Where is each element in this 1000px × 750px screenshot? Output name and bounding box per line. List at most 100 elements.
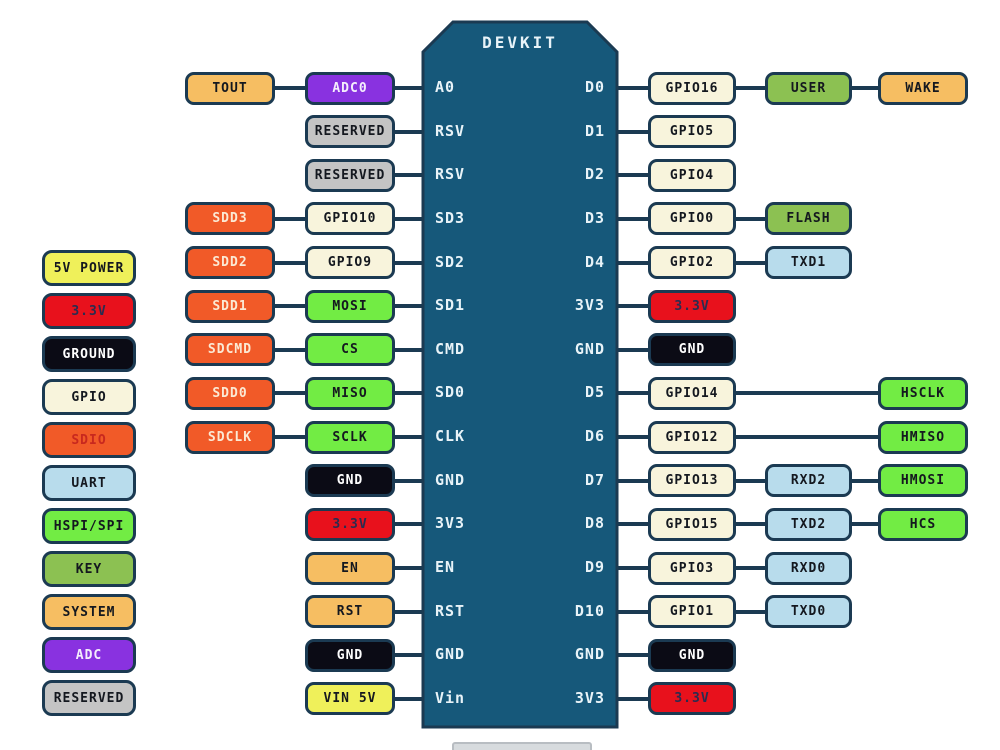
pin-box-rxd2: RXD2 <box>765 464 852 498</box>
pin-box-txd2: TXD2 <box>765 507 852 541</box>
connector-line <box>273 391 307 396</box>
pin-box-gpio5-label: GPIO5 <box>669 124 715 140</box>
pin-box-flash: FLASH <box>765 202 852 236</box>
connector-line <box>393 478 425 483</box>
board-pin-gnd-left: GND <box>435 470 466 489</box>
pin-box-gpio4: GPIO4 <box>648 158 736 192</box>
pin-box-wake: WAKE <box>878 71 968 105</box>
connector-line <box>393 522 425 527</box>
pin-box-gpio14: GPIO14 <box>648 376 736 410</box>
legend-item-hspi-spi-label: HSPI/SPI <box>53 518 125 534</box>
pin-box-hsclk-label: HSCLK <box>900 385 946 401</box>
connector-line <box>393 696 425 701</box>
pin-box-sdclk-label: SDCLK <box>207 429 253 445</box>
connector-line <box>734 86 767 90</box>
legend-item-ground-label: GROUND <box>62 346 116 362</box>
pin-box-gpio10: GPIO10 <box>305 202 395 236</box>
connector-line <box>615 391 650 396</box>
pin-box-gpio15: GPIO15 <box>648 507 736 541</box>
legend-item-5v-power-label: 5V POWER <box>53 260 125 276</box>
pin-box-gpio1: GPIO1 <box>648 595 736 629</box>
connector-line <box>615 129 650 134</box>
connector-line <box>615 216 650 221</box>
legend-item-gpio: GPIO <box>42 379 136 415</box>
connector-line <box>393 86 425 90</box>
pin-box-miso-label: MISO <box>332 385 368 401</box>
pin-box-rst-label: RST <box>336 604 364 620</box>
connector-line <box>273 260 307 265</box>
connector-line <box>734 260 767 265</box>
legend-item-system-label: SYSTEM <box>62 604 116 620</box>
board-pin-gnd-right: GND <box>574 339 605 358</box>
pin-box-reserved-label: RESERVED <box>314 124 386 140</box>
connector-line <box>393 260 425 265</box>
legend-item-3-3v-label: 3.3V <box>71 303 107 319</box>
legend-item-reserved-label: RESERVED <box>53 690 125 706</box>
connector-line <box>615 435 650 440</box>
pin-box-gpio2-label: GPIO2 <box>669 255 715 271</box>
connector-line <box>393 609 425 614</box>
pin-box-hmiso: HMISO <box>878 420 968 454</box>
pin-box-rxd0-label: RXD0 <box>790 560 827 576</box>
pin-box-gnd: GND <box>305 464 395 498</box>
pin-box-sdd1-label: SDD1 <box>212 298 248 314</box>
pin-box-hmiso-label: HMISO <box>900 429 946 445</box>
board-title: DEVKIT <box>482 33 558 52</box>
pin-box-en: EN <box>305 551 395 585</box>
pin-box-txd1: TXD1 <box>765 246 852 280</box>
connector-line <box>734 609 767 614</box>
pin-box-user-label: USER <box>790 80 827 96</box>
connector-line <box>615 696 650 701</box>
board-pin-3v3-right: 3V3 <box>574 688 605 707</box>
pin-box-wake-label: WAKE <box>905 80 941 96</box>
board-pin-a0-left: A0 <box>435 78 456 96</box>
connector-line <box>393 566 425 571</box>
pin-box-sdd2-label: SDD2 <box>212 255 248 271</box>
connector-line <box>850 86 880 90</box>
connector-line <box>615 478 650 483</box>
connector-line <box>615 86 650 90</box>
pin-box-reserved-label: RESERVED <box>314 167 386 183</box>
legend-item-gpio-label: GPIO <box>71 389 107 405</box>
connector-line <box>734 391 880 396</box>
pin-box-gpio16-label: GPIO16 <box>665 80 719 96</box>
board-pin-d5-right: D5 <box>584 383 605 402</box>
pin-box-txd0: TXD0 <box>765 595 852 629</box>
connector-line <box>393 216 425 221</box>
pin-box-user: USER <box>765 71 852 105</box>
pin-box-gpio14-label: GPIO14 <box>665 385 719 401</box>
pin-box-gnd-label: GND <box>336 647 364 663</box>
connector-line <box>393 129 425 134</box>
pin-box-gnd: GND <box>305 638 395 672</box>
pin-box-cs-label: CS <box>341 342 359 358</box>
pin-box-mosi: MOSI <box>305 289 395 323</box>
legend-item-reserved: RESERVED <box>42 680 136 716</box>
pin-box-gpio4-label: GPIO4 <box>669 167 715 183</box>
connector-line <box>273 304 307 309</box>
pin-box-sclk-label: SCLK <box>332 429 368 445</box>
pin-box-sdcmd: SDCMD <box>185 333 275 367</box>
board-pin-d2-right: D2 <box>584 165 605 184</box>
board-pin-vin-left: Vin <box>435 688 466 707</box>
legend-item-hspi-spi: HSPI/SPI <box>42 508 136 544</box>
connector-line <box>273 347 307 352</box>
pin-box-reserved: RESERVED <box>305 115 395 149</box>
pin-box-gpio3: GPIO3 <box>648 551 736 585</box>
pin-box-3-3v: 3.3V <box>305 507 395 541</box>
pin-box-cs: CS <box>305 333 395 367</box>
legend-item-sdio: SDIO <box>42 422 136 458</box>
pin-box-sdd2: SDD2 <box>185 246 275 280</box>
usb-connector-hint <box>452 742 592 750</box>
pin-box-gpio13: GPIO13 <box>648 464 736 498</box>
legend-item-adc-label: ADC <box>75 647 103 663</box>
pin-box-hmosi-label: HMOSI <box>900 473 946 489</box>
pin-box-rxd2-label: RXD2 <box>790 473 827 489</box>
legend-item-3-3v: 3.3V <box>42 293 136 329</box>
board-pin-d1-right: D1 <box>584 121 605 140</box>
pin-box-mosi-label: MOSI <box>332 298 368 314</box>
connector-line <box>393 173 425 178</box>
pin-box-sdcmd-label: SDCMD <box>207 342 253 358</box>
pin-box-vin-5v: VIN 5V <box>305 682 395 716</box>
connector-line <box>273 216 307 221</box>
